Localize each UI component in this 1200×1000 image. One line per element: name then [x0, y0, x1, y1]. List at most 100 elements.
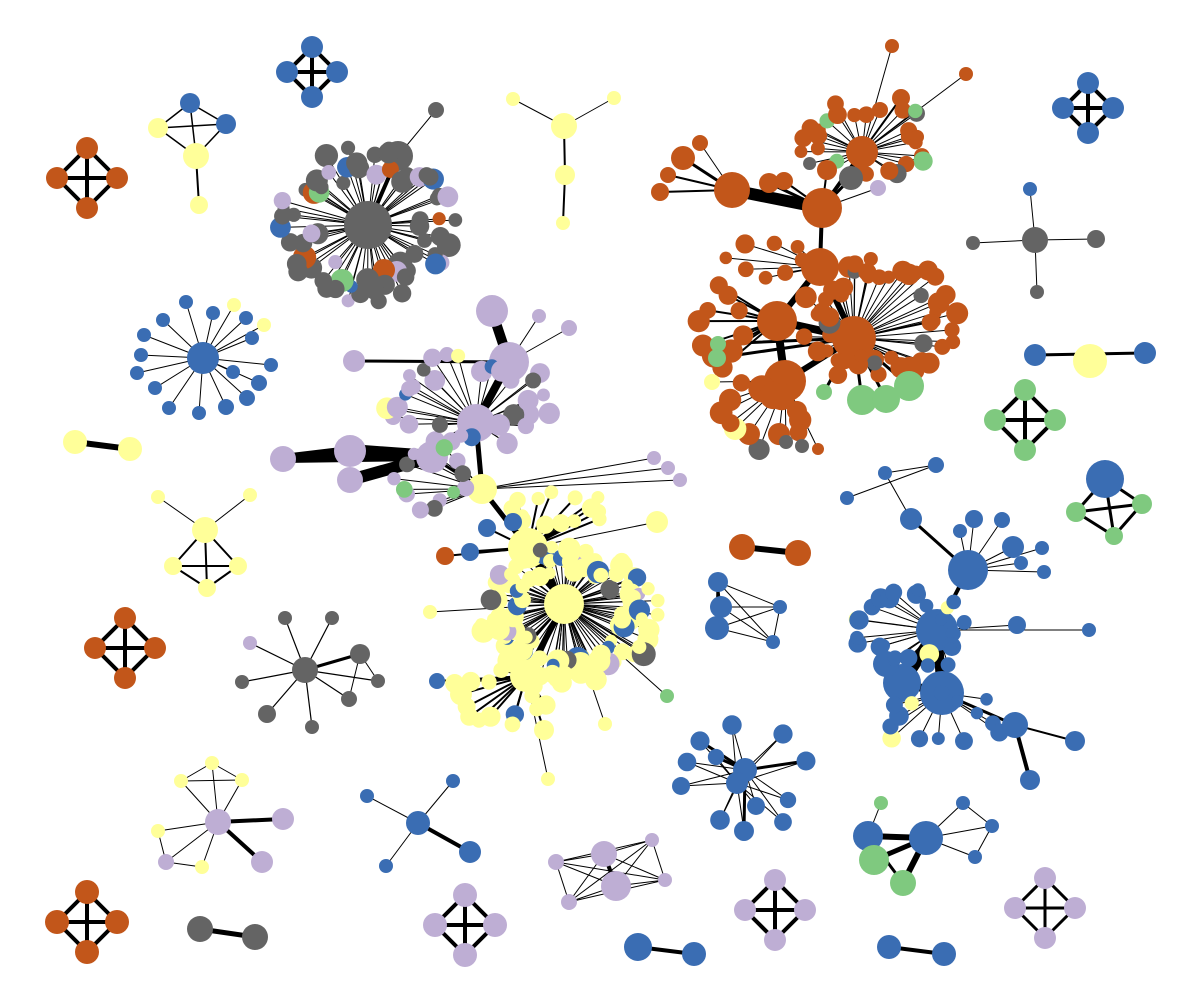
graph-node	[544, 485, 559, 500]
graph-node	[457, 479, 475, 497]
graph-node	[1077, 122, 1099, 144]
graph-node	[641, 581, 655, 596]
graph-node	[337, 467, 363, 493]
graph-node	[863, 251, 878, 267]
graph-node	[148, 381, 162, 395]
graph-node	[878, 466, 892, 480]
graph-node	[812, 443, 824, 455]
graph-node	[144, 637, 166, 659]
graph-node	[292, 657, 318, 683]
graph-node	[496, 432, 518, 455]
graph-edge	[861, 45, 893, 153]
graph-node	[517, 389, 539, 411]
graph-node	[506, 92, 520, 106]
graph-node	[846, 136, 878, 168]
graph-node	[733, 325, 754, 346]
graph-node	[567, 490, 583, 506]
graph-node	[534, 720, 554, 740]
graph-node	[647, 451, 661, 465]
graph-node	[476, 295, 508, 327]
graph-node	[423, 913, 447, 937]
graph-node	[796, 751, 816, 771]
graph-node	[348, 158, 370, 179]
graph-node	[885, 39, 899, 53]
graph-node	[766, 235, 783, 252]
graph-node	[944, 322, 960, 338]
graph-node	[556, 216, 570, 230]
graph-node	[557, 537, 581, 561]
graph-node	[904, 696, 919, 711]
graph-node	[1002, 712, 1028, 738]
graph-node	[532, 542, 548, 558]
graph-node	[158, 854, 174, 870]
graph-node	[401, 380, 417, 397]
graph-node	[407, 447, 421, 461]
graph-node	[627, 568, 647, 587]
graph-node	[403, 369, 416, 383]
graph-node	[243, 636, 257, 650]
graph-node	[198, 579, 216, 597]
graph-node	[371, 674, 385, 688]
graph-node	[646, 511, 668, 533]
graph-node	[591, 841, 617, 867]
graph-node	[569, 661, 592, 684]
graph-node	[190, 196, 208, 214]
graph-node	[795, 328, 813, 345]
graph-node	[934, 613, 947, 626]
graph-node	[1034, 867, 1056, 889]
graph-node	[475, 618, 488, 631]
graph-node	[934, 338, 951, 355]
graph-node	[379, 859, 393, 873]
graph-node	[710, 810, 730, 830]
graph-node	[730, 302, 748, 320]
graph-node	[360, 789, 374, 803]
graph-node	[827, 95, 844, 113]
graph-node	[601, 871, 631, 901]
graph-node	[900, 508, 922, 530]
graph-node	[114, 667, 136, 689]
graph-node	[673, 473, 687, 487]
graph-node	[235, 773, 249, 787]
graph-node	[1102, 97, 1124, 119]
graph-node	[764, 869, 786, 891]
graph-node	[453, 883, 477, 907]
graph-node	[719, 251, 733, 265]
graph-node	[258, 705, 276, 723]
graph-node	[366, 164, 387, 185]
graph-node	[164, 557, 182, 575]
graph-node	[955, 732, 973, 750]
graph-node	[1086, 460, 1124, 498]
graph-node	[882, 270, 896, 284]
graph-node	[529, 701, 545, 717]
graph-node	[532, 309, 546, 323]
graph-node	[884, 350, 899, 365]
graph-node	[759, 173, 779, 193]
graph-node	[849, 610, 869, 630]
graph-node	[490, 607, 509, 626]
graph-node	[816, 384, 832, 400]
graph-edge	[1074, 502, 1144, 514]
graph-node	[795, 439, 809, 453]
graph-node	[509, 491, 526, 509]
graph-node	[645, 833, 659, 847]
graph-node	[726, 772, 748, 794]
graph-node	[522, 570, 539, 588]
graph-node	[920, 658, 936, 673]
graph-node	[162, 401, 176, 415]
graph-node	[910, 129, 925, 144]
graph-node	[218, 399, 234, 415]
graph-node	[691, 334, 714, 357]
graph-node	[1008, 616, 1026, 634]
graph-node	[205, 756, 219, 770]
graph-node	[748, 438, 770, 460]
graph-node	[395, 481, 413, 498]
graph-node	[448, 213, 463, 227]
graph-node	[682, 942, 706, 966]
graph-node	[735, 234, 755, 254]
graph-node	[75, 880, 99, 904]
graph-node	[548, 671, 564, 687]
graph-node	[850, 630, 864, 645]
graph-node	[235, 675, 249, 689]
graph-node	[846, 255, 864, 273]
graph-node	[187, 916, 213, 942]
